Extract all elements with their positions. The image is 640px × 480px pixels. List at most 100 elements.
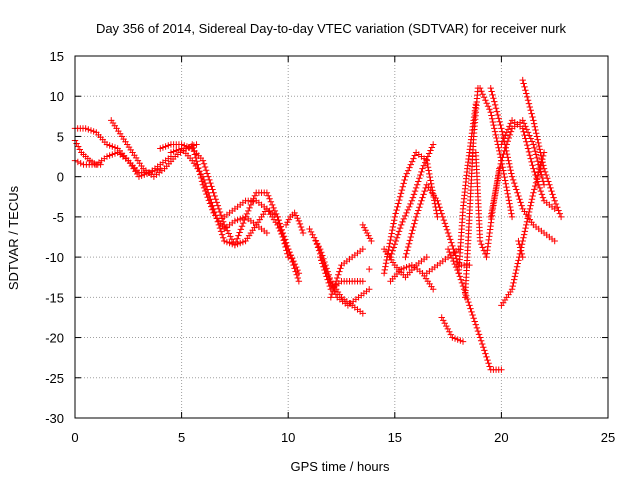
- data-point: [534, 178, 541, 185]
- data-point: [314, 244, 322, 251]
- data-point: [513, 263, 521, 270]
- data-point: [165, 142, 172, 149]
- data-point: [510, 279, 517, 287]
- data-point: [527, 202, 534, 209]
- data-point: [410, 223, 417, 231]
- data-point: [524, 129, 532, 136]
- data-point: [399, 218, 406, 226]
- data-point: [488, 112, 495, 119]
- data-point: [536, 146, 543, 153]
- data-point: [527, 107, 534, 114]
- data-point: [412, 213, 420, 221]
- data-point: [527, 155, 534, 162]
- data-point: [410, 191, 418, 198]
- data-point: [547, 184, 554, 192]
- data-point: [427, 180, 435, 187]
- plot-frame: [74, 55, 609, 419]
- data-point: [398, 186, 406, 194]
- data-point: [471, 318, 478, 325]
- data-point: [554, 204, 561, 211]
- data-point: [198, 178, 206, 185]
- data-point: [193, 158, 200, 165]
- data-point: [536, 184, 543, 192]
- data-point: [393, 206, 400, 214]
- data-point: [419, 194, 426, 201]
- data-point: [267, 198, 275, 206]
- data-point: [523, 141, 531, 149]
- data-point: [525, 208, 533, 216]
- data-point: [469, 311, 476, 319]
- data-point: [417, 171, 424, 179]
- data-point: [535, 161, 542, 168]
- data-point: [514, 189, 521, 196]
- data-point: [162, 143, 169, 150]
- data-point: [285, 216, 293, 223]
- data-point: [507, 167, 514, 174]
- data-point: [191, 151, 199, 158]
- data-point: [380, 270, 388, 277]
- data-point: [491, 101, 499, 109]
- data-point: [541, 168, 549, 176]
- data-point: [532, 151, 540, 158]
- data-point: [265, 192, 272, 199]
- data-point: [288, 255, 295, 262]
- data-point: [451, 335, 459, 342]
- series-arc-6: [167, 145, 292, 261]
- ticks: 0 5 10 15 20 25 -30 -25 -20 -15 -10 -5 0 5 10 15: [45, 49, 615, 445]
- data-point: [74, 143, 82, 150]
- data-point: [531, 186, 538, 193]
- data-point: [505, 157, 512, 164]
- data-point: [503, 187, 511, 194]
- data-point: [510, 179, 518, 187]
- data-point: [408, 158, 416, 165]
- data-point: [495, 115, 502, 122]
- y-tick-label: -15: [45, 290, 64, 305]
- data-point: [478, 87, 485, 95]
- data-point: [203, 190, 210, 198]
- data-point: [199, 157, 207, 164]
- data-point: [516, 244, 524, 251]
- data-point: [206, 200, 214, 207]
- data-point: [327, 294, 335, 301]
- data-point: [243, 210, 251, 218]
- data-point: [226, 239, 233, 247]
- data-point: [106, 152, 113, 159]
- data-point: [489, 203, 496, 211]
- data-point: [263, 229, 271, 237]
- data-point: [87, 127, 95, 134]
- data-point: [111, 150, 119, 157]
- data-point: [387, 233, 395, 240]
- data-point: [423, 253, 430, 261]
- data-point: [205, 197, 213, 204]
- data-point: [533, 133, 541, 140]
- data-point: [135, 173, 143, 180]
- y-tick-label: 15: [50, 49, 64, 64]
- data-point: [474, 327, 482, 335]
- data-point: [335, 271, 342, 279]
- data-point: [284, 219, 291, 226]
- data-point: [232, 238, 240, 246]
- data-point: [493, 183, 500, 191]
- data-point: [76, 146, 83, 153]
- data-point: [295, 217, 303, 225]
- data-point: [292, 212, 300, 219]
- data-point: [457, 276, 465, 283]
- data-point: [404, 247, 411, 254]
- data-point: [238, 223, 246, 230]
- data-point: [221, 237, 228, 245]
- data-point: [251, 192, 259, 199]
- data-point: [530, 120, 538, 127]
- y-tick-label: -20: [45, 331, 64, 346]
- data-point: [106, 142, 113, 149]
- data-point: [197, 174, 205, 182]
- data-point: [390, 217, 398, 224]
- data-point: [487, 213, 494, 221]
- data-point: [524, 97, 532, 104]
- y-tick-label: -5: [52, 210, 64, 225]
- data-point: [497, 160, 504, 168]
- data-point: [496, 164, 504, 171]
- data-point: [237, 226, 245, 233]
- data-point: [402, 253, 409, 261]
- data-point: [495, 170, 503, 178]
- y-tick-label: 0: [57, 170, 64, 185]
